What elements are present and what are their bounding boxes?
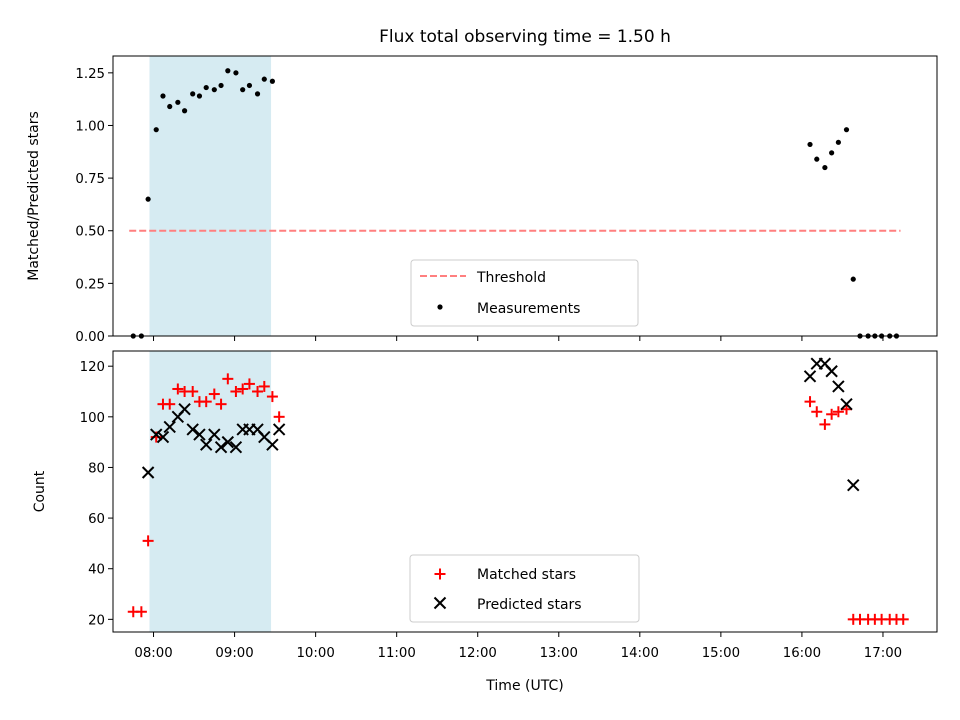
- legend-box: [410, 259, 639, 327]
- bottom-y-axis-label: Count: [32, 470, 48, 512]
- y-tick-label: 0.00: [75, 330, 105, 345]
- measurement-point: [261, 76, 267, 82]
- predicted-star-marker: [229, 440, 243, 454]
- measurement-point: [835, 139, 841, 145]
- measurement-point: [218, 82, 224, 89]
- top-y-ticks: 0.00 0.25 0.50 0.75 1.00 1.25: [75, 67, 113, 345]
- predicted-star-marker: [251, 423, 264, 436]
- x-tick-label: 15:00: [702, 646, 740, 661]
- predicted-star-marker: [825, 365, 838, 378]
- legend-measurement-label: Measurements: [477, 301, 580, 317]
- legend-box: [409, 554, 640, 623]
- measurement-point: [850, 276, 856, 282]
- legend-threshold-label: Threshold: [476, 270, 546, 286]
- predicted-star-marker: [199, 438, 213, 451]
- measurement-point: [190, 91, 196, 97]
- bottom-x-ticks: 08:00 09:00 10:00 11:00 12:00 13:00 14:00 15:00…: [134, 632, 902, 661]
- predicted-star-marker: [221, 435, 235, 449]
- predicted-star-marker: [163, 420, 176, 434]
- predicted-star-marker: [818, 357, 832, 370]
- top-axes-frame: [112, 55, 938, 337]
- measurement-point: [233, 70, 239, 76]
- x-tick-label: 09:00: [215, 646, 253, 661]
- predicted-star-marker: [150, 428, 163, 441]
- x-tick-label: 14:00: [621, 646, 659, 661]
- x-tick-label: 11:00: [378, 646, 416, 661]
- y-tick-label: 0.50: [75, 225, 105, 240]
- predicted-star-marker: [266, 438, 279, 451]
- predicted-star-marker: [832, 380, 845, 393]
- bottom-legend: Matched stars Predicted stars: [409, 554, 640, 623]
- legend-measurement-swatch: [437, 304, 443, 310]
- bottom-panel: 20 40 60 80 100 120 08:00 09:00 10:00 11:00 12:00…: [32, 350, 938, 694]
- bottom-data-marks: [127, 357, 909, 625]
- predicted-star-marker: [193, 428, 206, 441]
- x-tick-label: 10:00: [296, 646, 334, 661]
- measurement-point: [175, 99, 181, 105]
- chart-title: Flux total observing time = 1.50 h: [379, 27, 671, 47]
- predicted-star-marker: [208, 428, 221, 441]
- predicted-star-marker: [803, 370, 817, 383]
- measurement-point: [160, 93, 166, 99]
- measurement-point: [181, 108, 188, 114]
- measurement-point: [254, 91, 261, 97]
- top-shaded-span: [149, 56, 272, 336]
- top-panel: 0.00 0.25 0.50 0.75 1.00 1.25 Flux total obse…: [26, 27, 938, 345]
- predicted-star-marker: [186, 423, 199, 436]
- measurement-point: [196, 93, 203, 99]
- measurement-point: [269, 78, 275, 84]
- x-axis-label: Time (UTC): [485, 678, 563, 694]
- x-tick-label: 17:00: [864, 646, 902, 661]
- predicted-star-marker: [214, 440, 228, 454]
- predicted-star-marker: [156, 430, 170, 444]
- x-tick-label: 12:00: [459, 646, 497, 661]
- bottom-y-ticks: 20 40 60 80 100 120: [80, 360, 113, 628]
- measurement-point: [240, 87, 246, 93]
- predicted-star-marker: [840, 397, 853, 411]
- legend-predicted-label: Predicted stars: [477, 597, 582, 613]
- y-tick-label: 100: [80, 411, 105, 426]
- measurement-point: [843, 127, 850, 133]
- measurement-point: [203, 84, 209, 91]
- measurement-point: [814, 156, 820, 162]
- measurement-point: [246, 82, 253, 89]
- predicted-star-marker: [141, 466, 155, 479]
- measurement-point: [807, 141, 813, 148]
- x-tick-label: 16:00: [783, 646, 821, 661]
- measurement-point: [829, 150, 835, 156]
- top-x-ticks: [153, 336, 884, 341]
- y-tick-label: 1.25: [75, 67, 105, 82]
- measurement-point: [153, 127, 159, 133]
- predicted-star-marker: [272, 423, 286, 436]
- x-tick-label: 13:00: [540, 646, 578, 661]
- predicted-star-marker: [178, 403, 191, 416]
- y-tick-label: 60: [88, 512, 105, 527]
- top-legend: Threshold Measurements: [410, 259, 639, 327]
- measurement-point: [225, 68, 231, 74]
- y-tick-label: 1.00: [75, 119, 105, 134]
- y-tick-label: 40: [88, 563, 105, 578]
- y-tick-label: 80: [88, 461, 105, 476]
- y-tick-label: 20: [88, 613, 105, 628]
- measurement-point: [822, 164, 828, 171]
- legend-matched-label: Matched stars: [477, 567, 576, 583]
- top-data-marks: [129, 68, 901, 339]
- measurement-point: [211, 87, 217, 93]
- top-y-axis-label: Matched/Predicted stars: [26, 111, 42, 281]
- y-tick-label: 120: [80, 360, 105, 375]
- bottom-axes-frame: [112, 350, 938, 633]
- y-tick-label: 0.25: [75, 277, 105, 292]
- legend-predicted-swatch: [433, 596, 447, 610]
- measurement-point: [145, 196, 151, 202]
- y-tick-label: 0.75: [75, 172, 105, 187]
- predicted-star-marker: [847, 478, 860, 492]
- predicted-star-marker: [258, 430, 271, 444]
- measurement-point: [167, 103, 173, 110]
- bottom-shaded-span: [149, 351, 272, 632]
- x-tick-label: 08:00: [134, 646, 172, 661]
